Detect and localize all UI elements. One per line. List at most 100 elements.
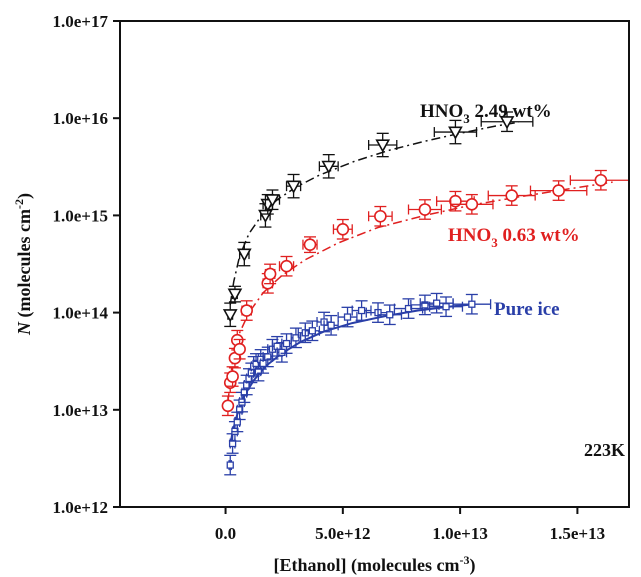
circle-marker: [280, 259, 293, 273]
series-label-rest: 2.49 wt%: [470, 101, 552, 122]
circle-marker: [263, 267, 277, 281]
data-point: [407, 199, 443, 220]
data-point: [377, 304, 403, 326]
series-label-sub: 3: [463, 111, 470, 126]
triangle-marker: [286, 180, 301, 194]
data-point: [289, 327, 302, 349]
y-tick-label: 1.0e+14: [53, 304, 109, 323]
square-marker: [386, 311, 394, 319]
square-marker: [254, 367, 263, 375]
data-point: [221, 395, 235, 417]
series-2: [224, 292, 492, 476]
y-tick-label: 1.0e+13: [53, 401, 108, 420]
circle-marker: [221, 399, 235, 413]
x-axis-title-text: [Ethanol] (molecules cm: [274, 555, 460, 576]
data-point: [233, 338, 246, 360]
plot-frame: [119, 20, 630, 508]
square-marker: [282, 339, 291, 348]
data-point: [450, 193, 494, 215]
data-point: [264, 189, 281, 211]
series-label: Pure ice: [494, 299, 560, 320]
circle-marker: [233, 342, 246, 356]
series-label-main: HNO: [448, 225, 491, 246]
circle-marker: [303, 238, 317, 251]
plot-area: HNO3 2.49 wt%HNO3 0.63 wt%Pure ice: [221, 101, 629, 476]
data-point: [428, 296, 464, 318]
circle-marker: [552, 184, 565, 197]
circle-marker: [226, 370, 239, 383]
x-axis-title-sup: -3: [459, 553, 469, 567]
data-point: [487, 185, 536, 206]
series-label-rest: 0.63 wt%: [498, 225, 580, 246]
data-point: [569, 169, 629, 191]
fit-line: [227, 181, 613, 403]
circle-marker: [240, 304, 253, 317]
y-tick-label: 1.0e+16: [53, 109, 108, 128]
triangle-marker: [448, 126, 463, 140]
data-point: [351, 300, 372, 321]
square-marker: [343, 313, 352, 321]
square-marker: [357, 306, 366, 315]
temperature-annotation: 223K: [584, 440, 625, 460]
circle-marker: [505, 189, 519, 202]
square-marker: [327, 321, 335, 329]
data-point: [278, 255, 295, 277]
data-point: [332, 218, 353, 240]
triangle-marker: [321, 160, 337, 174]
x-tick-label: 1.5e+13: [550, 524, 605, 543]
data-point: [226, 366, 239, 387]
data-point: [224, 454, 237, 476]
data-point: [258, 203, 273, 228]
series-label: HNO3 0.63 wt%: [448, 225, 580, 250]
circle-marker: [418, 203, 432, 216]
square-marker: [433, 299, 441, 307]
triangle-marker: [227, 288, 243, 302]
series-layer: [221, 111, 629, 476]
data-point: [323, 314, 339, 336]
circle-marker: [336, 222, 350, 236]
square-marker: [278, 348, 286, 356]
square-marker: [404, 304, 413, 313]
series-label-sub: 3: [491, 235, 498, 250]
data-point: [480, 111, 534, 133]
square-marker: [421, 301, 429, 309]
triangle-marker: [499, 116, 515, 130]
triangle-marker: [265, 194, 280, 208]
data-point: [452, 293, 492, 315]
axis-labels: [Ethanol] (molecules cm-3) N (molecules …: [12, 193, 625, 576]
axis-ticks: 0.0 5.0e+12 1.0e+13 1.5e+13 1.0e+12 1.0e+13 1.…: [53, 12, 606, 543]
data-point: [236, 241, 252, 267]
triangle-marker: [375, 139, 391, 153]
y-axis-title-sup: -2: [12, 199, 26, 209]
circle-marker: [449, 194, 462, 208]
x-axis-title-end: ): [469, 555, 475, 576]
x-tick-label: 1.0e+13: [432, 524, 487, 543]
y-axis-title: N (molecules cm-2): [12, 193, 35, 336]
series-1: [221, 169, 629, 417]
square-marker: [442, 303, 450, 311]
y-axis-title-italic: N: [14, 321, 34, 336]
data-point: [433, 119, 478, 145]
triangle-marker: [236, 248, 252, 262]
data-point: [240, 300, 253, 321]
series-0: [222, 111, 534, 328]
data-point: [318, 153, 339, 179]
series-label: HNO3 2.49 wt%: [420, 101, 552, 126]
triangle-marker: [222, 309, 238, 323]
circle-marker: [594, 173, 608, 187]
data-point: [367, 132, 398, 158]
series-label-main: HNO: [420, 101, 463, 122]
square-marker: [226, 461, 234, 469]
x-tick-label: 5.0e+12: [315, 524, 370, 543]
data-point: [410, 294, 440, 316]
fit-line: [229, 303, 475, 447]
square-marker: [468, 300, 476, 308]
axes: [119, 20, 630, 508]
y-tick-label: 1.0e+12: [53, 498, 108, 517]
series-label-main: Pure ice: [494, 299, 560, 320]
y-tick-label: 1.0e+17: [53, 12, 109, 31]
data-point: [222, 302, 238, 328]
circle-marker: [465, 198, 479, 211]
data-point: [529, 180, 588, 201]
